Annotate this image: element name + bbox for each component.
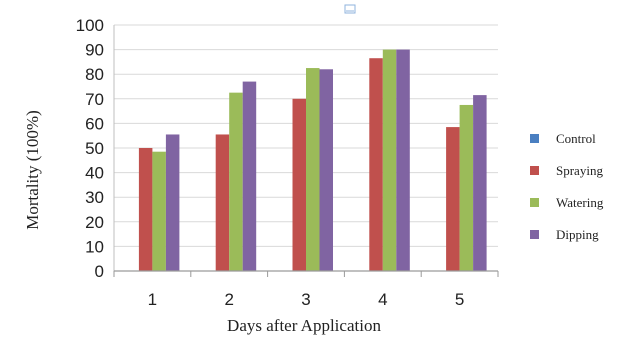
y-tick-label: 60 bbox=[85, 114, 104, 133]
legend-marker-top bbox=[344, 4, 356, 14]
y-tick-label: 70 bbox=[85, 90, 104, 109]
legend: Control Spraying Watering Dipping bbox=[530, 131, 604, 242]
x-tick-label: 3 bbox=[301, 290, 310, 309]
bar-spraying-1 bbox=[138, 148, 153, 271]
legend-swatch-spraying bbox=[530, 166, 539, 175]
bar-spraying-5 bbox=[446, 127, 460, 271]
bar-watering-5 bbox=[459, 104, 474, 271]
bar-watering-1 bbox=[152, 151, 166, 271]
legend-swatch-dipping bbox=[530, 230, 539, 239]
legend-label-spraying: Spraying bbox=[556, 163, 603, 178]
legend-swatch-watering bbox=[530, 198, 539, 207]
bar-dipping-2 bbox=[242, 81, 257, 271]
x-tick-label: 5 bbox=[455, 290, 464, 309]
x-tick-label: 2 bbox=[224, 290, 233, 309]
bar-dipping-5 bbox=[473, 95, 487, 271]
top-marker-square bbox=[344, 4, 356, 14]
bar-watering-3 bbox=[306, 68, 320, 271]
y-tick-label: 0 bbox=[95, 262, 104, 281]
x-axis-title: Days after Application bbox=[227, 316, 381, 335]
bar-spraying-3 bbox=[292, 98, 306, 271]
y-tick-label: 80 bbox=[85, 65, 104, 84]
x-tick-label: 4 bbox=[378, 290, 387, 309]
bars bbox=[138, 49, 487, 272]
legend-label-control: Control bbox=[556, 131, 596, 146]
bar-spraying-2 bbox=[215, 134, 230, 271]
bar-watering-4 bbox=[382, 49, 397, 271]
axes bbox=[113, 25, 499, 277]
x-tick-label: 1 bbox=[148, 290, 157, 309]
y-tick-label: 50 bbox=[85, 139, 104, 158]
legend-swatch-control bbox=[530, 134, 539, 143]
y-tick-label: 20 bbox=[85, 213, 104, 232]
y-tick-label: 90 bbox=[85, 41, 104, 60]
bar-dipping-1 bbox=[165, 134, 180, 271]
legend-label-watering: Watering bbox=[556, 195, 604, 210]
bar-dipping-4 bbox=[396, 49, 410, 271]
legend-label-dipping: Dipping bbox=[556, 227, 599, 242]
tick-labels: 0 10 20 30 40 50 60 70 80 90 100 1 2 3 4 5 bbox=[76, 16, 465, 309]
y-axis-title: Mortality (100%) bbox=[23, 110, 42, 229]
y-tick-label: 40 bbox=[85, 164, 104, 183]
y-tick-label: 30 bbox=[85, 188, 104, 207]
bar-spraying-4 bbox=[369, 58, 383, 272]
bar-watering-2 bbox=[229, 92, 243, 272]
y-tick-label: 10 bbox=[85, 237, 104, 256]
bar-dipping-3 bbox=[319, 69, 333, 271]
y-tick-label: 100 bbox=[76, 16, 104, 35]
